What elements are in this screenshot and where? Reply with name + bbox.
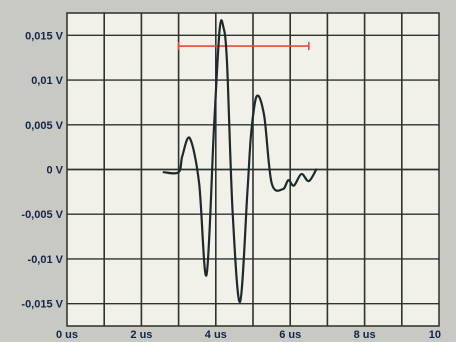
data-point [205,274,208,276]
y-tick-label: -0,005 V [21,209,63,221]
markers [177,42,310,51]
data-point [255,95,258,97]
data-point [239,301,241,303]
data-point [287,179,290,182]
data-point [300,173,303,175]
data-point [222,25,225,28]
data-point [213,128,215,131]
data-point [281,188,284,190]
data-point [188,137,191,139]
data-point [181,155,184,157]
data-point [270,182,273,184]
y-tick-label: 0 V [46,165,63,177]
grid [67,13,439,326]
x-tick-label: 6 us [279,329,301,341]
x-tick-label: 0 us [56,329,78,341]
data-points [162,25,318,303]
data-point [162,171,165,173]
y-tick-label: 0,005 V [25,120,64,132]
x-tick-label: 10 [429,329,441,341]
data-point [308,180,310,182]
y-tick-label: 0,01 V [31,75,63,87]
y-tick-label: 0,015 V [25,30,64,42]
data-point [231,208,234,211]
x-tick-label: 2 us [130,329,152,341]
data-point [198,182,200,184]
data-point [250,132,252,135]
data-point [315,168,318,171]
y-tick-label: -0,01 V [28,254,64,266]
data-point [226,61,228,63]
axis-labels: 0,015 V 0,01 V 0,005 V 0 V -0,005 V -0,01 V -0… [21,30,441,341]
y-tick-label: -0,015 V [21,299,63,311]
x-tick-label: 8 us [354,329,376,341]
x-tick-label: 4 us [205,329,227,341]
data-point [263,115,265,117]
data-point [177,171,180,173]
data-point [218,30,221,32]
data-point [246,191,249,193]
data-point [293,184,295,187]
